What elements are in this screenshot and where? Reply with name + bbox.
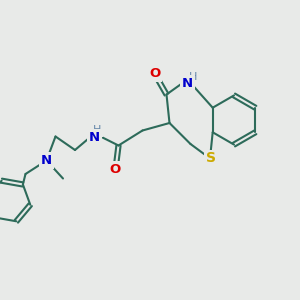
- Text: H: H: [189, 72, 197, 82]
- Text: N: N: [89, 130, 100, 144]
- Text: N: N: [41, 154, 52, 167]
- Text: N: N: [182, 76, 193, 90]
- Text: O: O: [110, 163, 121, 176]
- Text: S: S: [206, 152, 216, 165]
- Text: H: H: [93, 125, 101, 135]
- Text: O: O: [149, 67, 160, 80]
